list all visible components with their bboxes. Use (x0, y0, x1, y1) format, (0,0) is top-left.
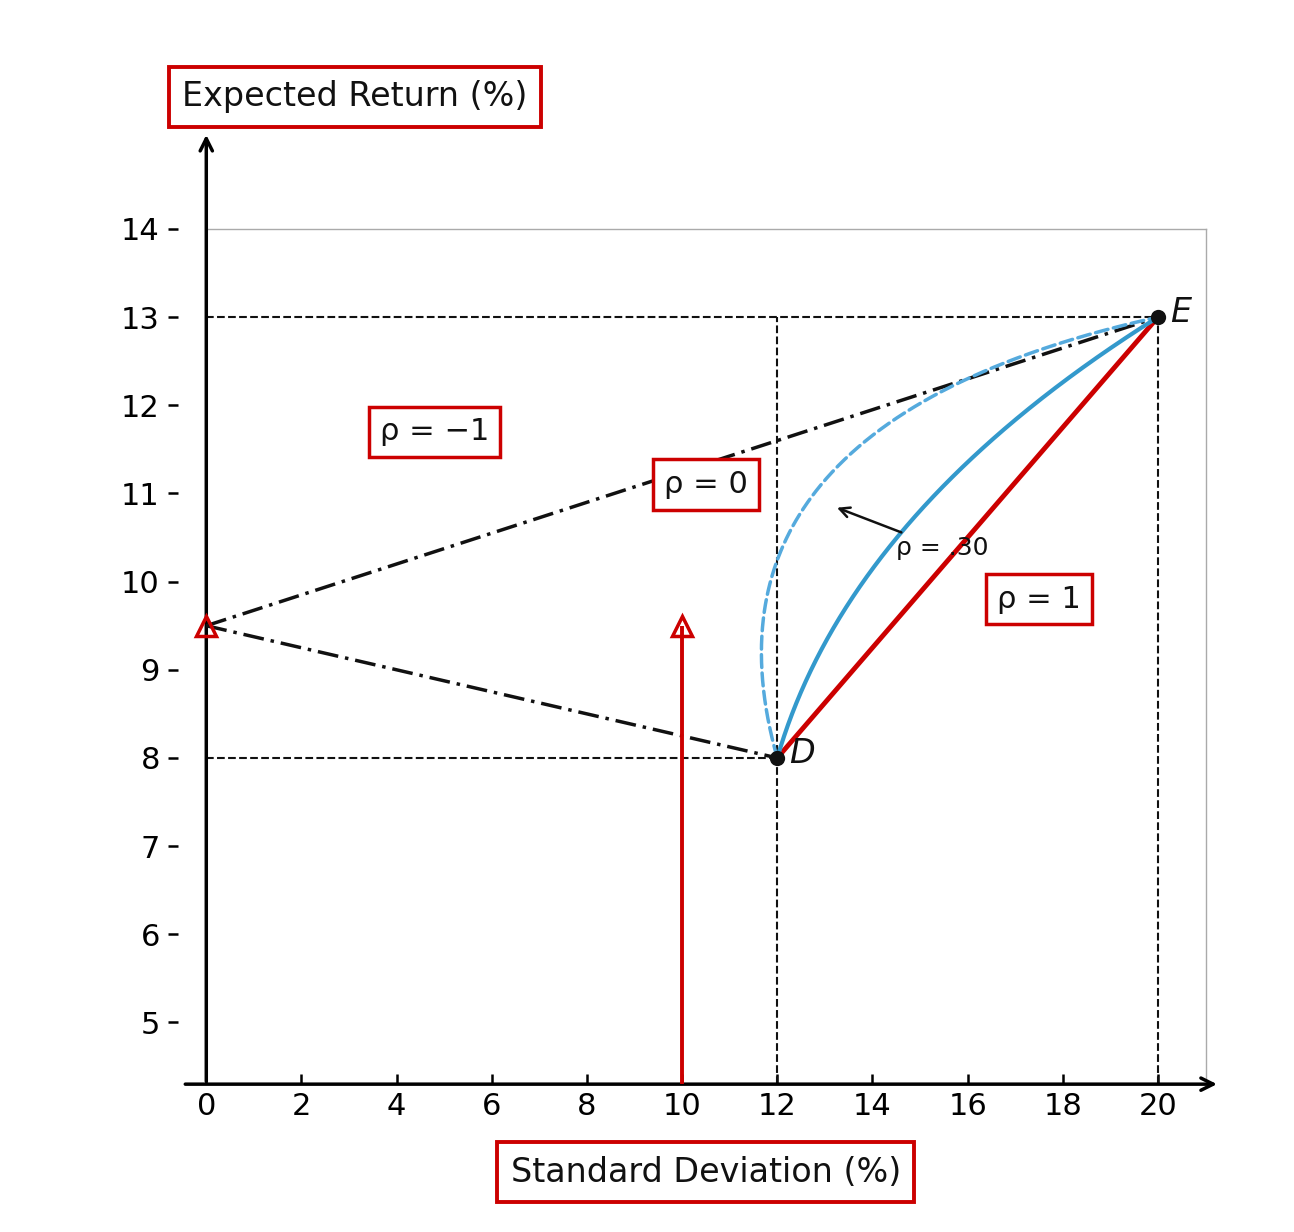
Text: D: D (789, 737, 815, 770)
Text: Standard Deviation (%): Standard Deviation (%) (511, 1156, 901, 1189)
Text: ρ = −1: ρ = −1 (380, 418, 489, 446)
Text: ρ = 1: ρ = 1 (998, 585, 1080, 614)
Text: E: E (1170, 296, 1190, 329)
Text: ρ = 0: ρ = 0 (664, 471, 748, 499)
Text: Expected Return (%): Expected Return (%) (182, 80, 528, 113)
Text: ρ = .30: ρ = .30 (840, 508, 989, 561)
